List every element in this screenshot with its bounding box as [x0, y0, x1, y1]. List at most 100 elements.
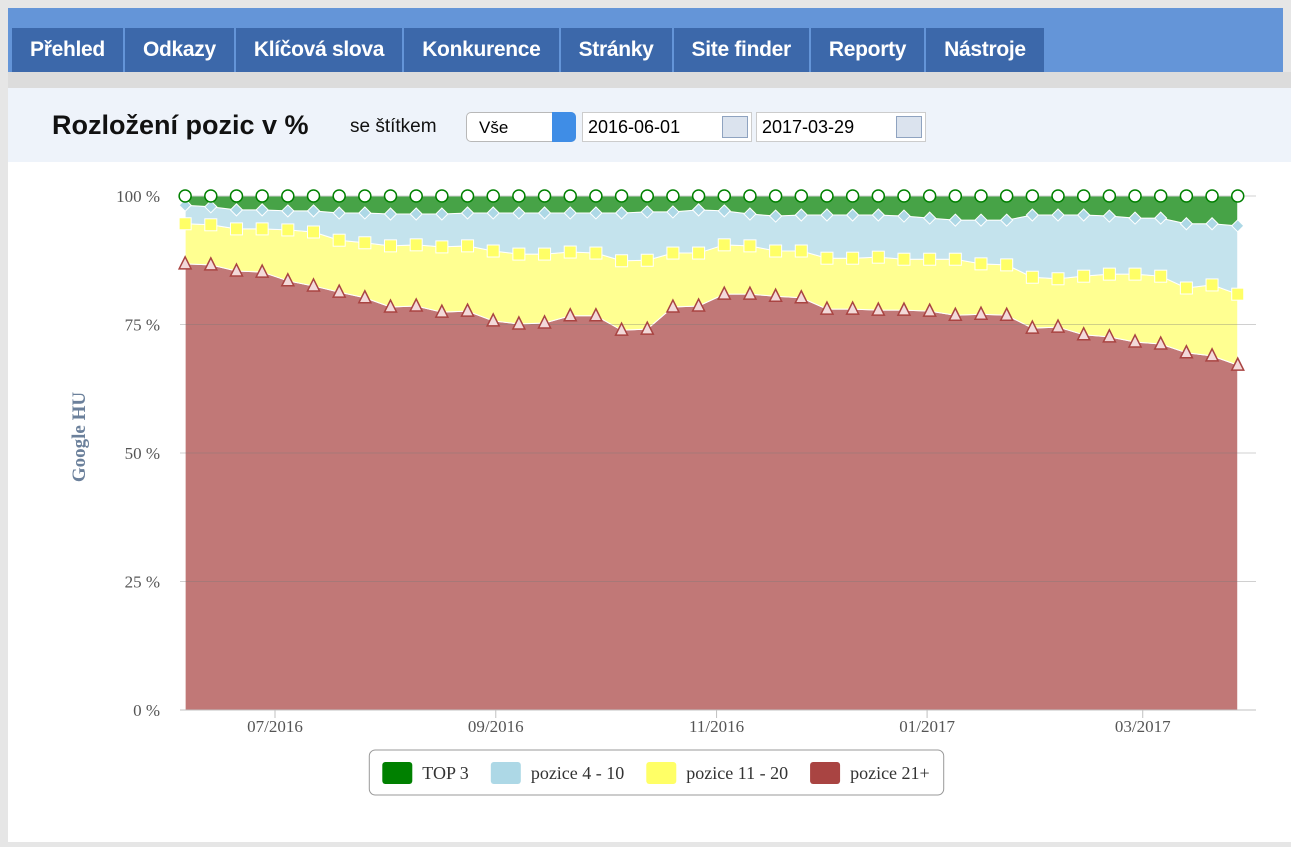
nav-tab[interactable]: Site finder	[673, 28, 809, 72]
marker	[948, 306, 963, 321]
marker	[1153, 189, 1168, 203]
marker	[820, 208, 834, 222]
marker	[178, 189, 192, 203]
x-tick-label: 03/2017	[1115, 717, 1171, 736]
marker	[1204, 347, 1220, 362]
date-to[interactable]: 2017-03-29	[756, 112, 926, 142]
marker	[794, 189, 809, 203]
marker	[1205, 189, 1219, 203]
marker	[512, 189, 526, 203]
marker	[871, 250, 885, 264]
marker	[383, 298, 398, 313]
x-tick-label: 11/2016	[689, 717, 744, 736]
y-axis-label: Google HU	[69, 392, 90, 483]
marker	[1127, 333, 1143, 348]
marker	[1050, 318, 1066, 333]
marker	[640, 253, 654, 267]
marker	[357, 289, 373, 304]
tabs: Přehled Odkazy Klíčová slova Konkurence …	[12, 28, 1044, 72]
marker	[589, 189, 603, 203]
nav-tab[interactable]: Konkurence	[404, 28, 559, 72]
legend-label: pozice 11 - 20	[686, 763, 788, 783]
date-from[interactable]: 2016-06-01	[582, 112, 752, 142]
marker	[615, 254, 629, 268]
marker	[512, 247, 526, 261]
marker	[486, 189, 500, 203]
marker	[974, 257, 988, 271]
marker	[281, 223, 295, 237]
nav-tab[interactable]: Nástroje	[926, 28, 1044, 72]
legend-swatch	[810, 762, 841, 784]
marker	[897, 209, 911, 223]
marker	[204, 200, 218, 214]
marker	[1231, 287, 1245, 301]
nav-tab[interactable]: Odkazy	[124, 28, 234, 72]
marker	[948, 189, 963, 203]
nav-tab[interactable]: Klíčová slova	[235, 28, 403, 72]
marker	[306, 277, 321, 292]
marker	[306, 204, 321, 218]
marker	[896, 301, 912, 316]
marker	[383, 207, 398, 221]
marker	[1076, 189, 1091, 203]
marker	[537, 189, 552, 203]
marker	[1205, 278, 1219, 292]
nav-tab[interactable]: Přehled	[12, 28, 123, 72]
marker	[691, 203, 706, 217]
marker	[1000, 258, 1014, 272]
marker	[845, 300, 860, 315]
marker	[897, 252, 911, 266]
marker	[255, 203, 269, 217]
marker	[1051, 208, 1065, 222]
marker	[1102, 328, 1117, 343]
marker	[409, 238, 423, 252]
legend-swatch	[490, 762, 521, 784]
marker	[1205, 217, 1219, 231]
marker	[434, 303, 450, 318]
marker	[435, 207, 449, 221]
marker	[511, 315, 527, 330]
tag-select[interactable]: Vše	[466, 112, 576, 142]
marker	[563, 245, 577, 259]
marker	[485, 312, 501, 327]
marker	[384, 239, 398, 253]
marker	[307, 225, 320, 239]
marker	[897, 189, 911, 203]
marker	[845, 208, 860, 222]
marker	[229, 262, 244, 277]
nav-tab[interactable]: Stránky	[560, 28, 672, 72]
legend-label: pozice 4 - 10	[531, 763, 624, 783]
calendar-icon[interactable]	[722, 116, 748, 138]
calendar-icon[interactable]	[896, 116, 922, 138]
marker	[1102, 209, 1117, 223]
marker	[280, 272, 296, 287]
marker	[614, 189, 629, 203]
marker	[769, 244, 783, 258]
date-value: 2016-06-01	[588, 117, 681, 137]
marker	[563, 189, 577, 203]
marker	[1128, 189, 1142, 203]
marker	[383, 189, 398, 203]
marker	[408, 297, 424, 312]
marker	[692, 246, 706, 260]
marker	[409, 189, 423, 203]
marker	[845, 189, 860, 203]
marker	[1025, 319, 1040, 334]
marker	[1230, 189, 1245, 203]
marker	[178, 198, 192, 212]
marker	[948, 252, 962, 266]
marker	[1179, 189, 1194, 203]
marker	[460, 206, 475, 220]
marker	[255, 189, 269, 203]
marker	[332, 206, 346, 220]
nav-tab[interactable]: Reporty	[810, 28, 925, 72]
marker	[229, 189, 244, 203]
marker	[1154, 269, 1168, 283]
marker	[691, 297, 706, 312]
marker	[1076, 326, 1091, 341]
marker	[974, 189, 988, 203]
marker	[281, 189, 295, 203]
marker	[1153, 335, 1168, 350]
marker	[1077, 269, 1091, 283]
